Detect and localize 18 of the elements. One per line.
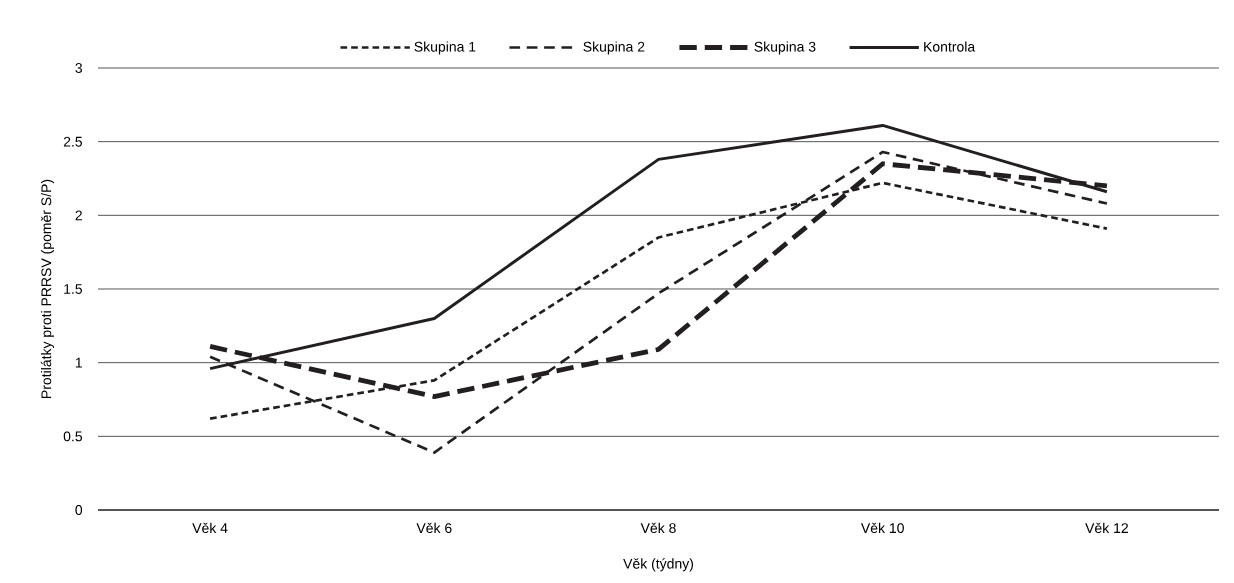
x-tick-label: Věk 10 bbox=[860, 522, 904, 534]
y-axis-title: Protilátky proti PRRSV (poměr S/P) bbox=[40, 179, 55, 398]
y-tick-label: 1.5 bbox=[64, 284, 83, 294]
legend-label: Skupina 1 bbox=[414, 41, 476, 55]
x-tick-label: Věk 8 bbox=[640, 522, 676, 534]
x-tick-label: Věk 6 bbox=[416, 522, 452, 534]
y-tick-label: 2 bbox=[75, 210, 82, 221]
y-tick-label: 2.5 bbox=[63, 136, 83, 147]
y-tick-label: 1 bbox=[75, 357, 82, 368]
x-tick-label: Věk 4 bbox=[192, 522, 228, 534]
x-axis-title: Věk (týdny) bbox=[623, 558, 694, 572]
x-tick-label: Věk 12 bbox=[1085, 522, 1128, 534]
y-tick-label: 0 bbox=[75, 505, 83, 515]
y-tick-label: 0.5 bbox=[63, 431, 83, 442]
y-tick-label: 3 bbox=[75, 63, 83, 73]
legend-label: Kontrola bbox=[924, 41, 976, 52]
legend-label: Skupina 3 bbox=[754, 41, 816, 55]
legend-label: Skupina 2 bbox=[583, 41, 645, 55]
